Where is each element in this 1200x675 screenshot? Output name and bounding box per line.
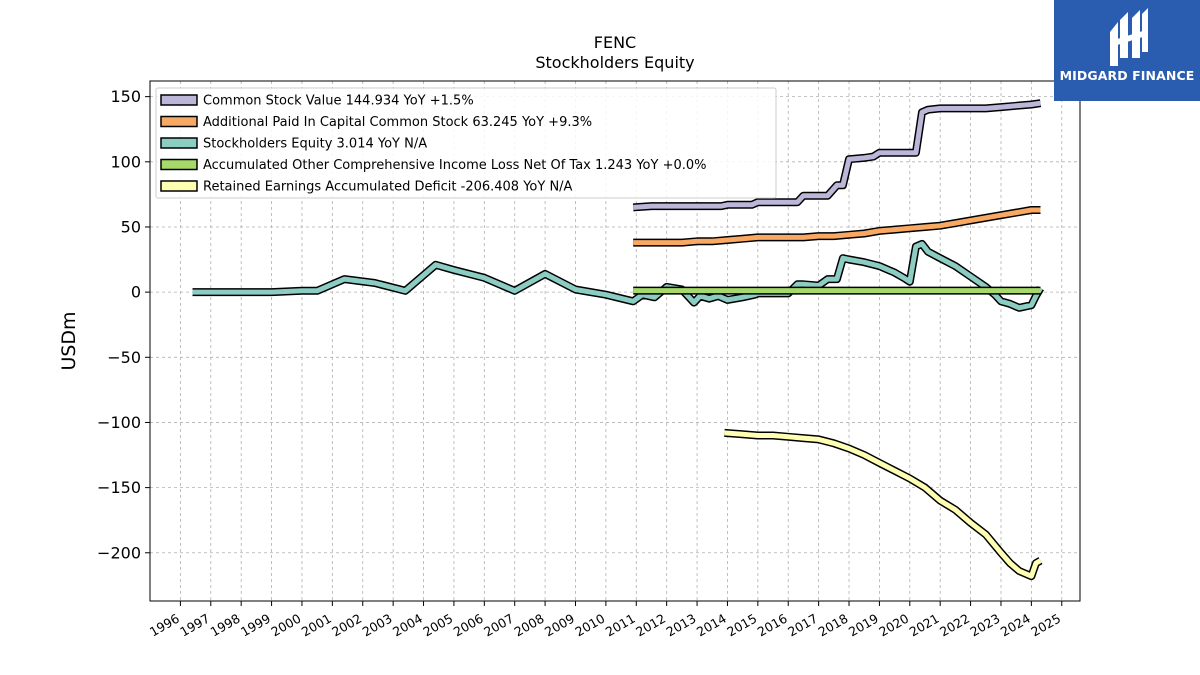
y-tick-label: −200	[97, 543, 141, 562]
x-tick-label: 2012	[633, 611, 668, 640]
midgard-finance-logo: MIDGARD FINANCE	[1054, 0, 1200, 101]
x-tick-label: 2018	[815, 611, 850, 640]
x-tick-label: 2004	[390, 611, 425, 640]
x-tick-label: 2013	[664, 611, 699, 640]
x-tick-label: 1999	[238, 611, 273, 640]
x-tick-label: 2000	[268, 611, 303, 640]
x-tick-label: 1996	[147, 611, 182, 640]
chart-title: FENC	[594, 33, 636, 52]
logo-mark-icon	[1110, 8, 1148, 66]
x-tick-label: 2024	[998, 611, 1033, 640]
y-tick-label: 150	[110, 87, 141, 106]
x-axis-ticks: 1996199719981999200020012002200320042005…	[147, 601, 1063, 640]
x-tick-label: 2002	[329, 611, 364, 640]
legend-entry: Retained Earnings Accumulated Deficit -2…	[203, 180, 573, 195]
x-tick-label: 2003	[360, 611, 395, 640]
series-line-1	[632, 99, 1042, 212]
series-line-2	[633, 206, 1041, 247]
x-tick-label: 2017	[785, 611, 820, 640]
series-line-5	[724, 428, 1043, 581]
legend-entry: Common Stock Value 144.934 YoY +1.5%	[203, 94, 474, 109]
x-tick-label: 2009	[542, 611, 577, 640]
y-tick-label: −100	[97, 413, 141, 432]
legend-swatch	[160, 180, 198, 192]
legend-entry: Additional Paid In Capital Common Stock …	[203, 115, 592, 130]
x-tick-label: 2014	[694, 611, 729, 640]
x-tick-label: 2005	[420, 611, 455, 640]
plot-area-frame	[149, 80, 1081, 602]
logo-text: MIDGARD FINANCE	[1059, 68, 1195, 83]
x-tick-label: 1998	[208, 611, 243, 640]
x-tick-label: 2023	[967, 611, 1002, 640]
legend: Common Stock Value 144.934 YoY +1.5% Addi…	[155, 87, 777, 199]
y-tick-label: 50	[121, 217, 141, 236]
x-tick-label: 2020	[876, 611, 911, 640]
x-tick-label: 2025	[1028, 611, 1063, 640]
x-tick-label: 2022	[937, 611, 972, 640]
series-layer	[192, 99, 1044, 581]
y-axis-label: USDm	[58, 311, 80, 370]
y-tick-label: −150	[97, 478, 141, 497]
x-tick-label: 2008	[512, 611, 547, 640]
x-tick-label: 2006	[451, 611, 486, 640]
x-tick-label: 1997	[177, 611, 212, 640]
x-tick-label: 2010	[572, 611, 607, 640]
legend-swatch	[160, 158, 198, 171]
y-tick-label: 100	[110, 152, 141, 171]
x-tick-label: 2001	[299, 611, 334, 640]
legend-swatch	[160, 94, 198, 106]
chart-subtitle: Stockholders Equity	[535, 53, 694, 72]
y-tick-label: 0	[131, 283, 141, 302]
legend-box	[155, 87, 777, 199]
legend-swatch	[160, 115, 198, 128]
series-line-3	[192, 239, 1044, 312]
x-tick-label: 2016	[755, 611, 790, 640]
y-tick-label: −50	[107, 348, 141, 367]
x-tick-label: 2019	[846, 611, 881, 640]
x-tick-label: 2011	[603, 611, 638, 640]
y-axis-ticks: 150 100 50 0 −50 −100 −150 −200	[97, 87, 150, 562]
x-tick-label: 2021	[907, 611, 942, 640]
legend-swatch	[160, 137, 198, 149]
legend-entry: Accumulated Other Comprehensive Income L…	[203, 158, 707, 173]
legend-entry: Stockholders Equity 3.014 YoY N/A	[203, 137, 427, 152]
x-tick-label: 2015	[724, 611, 759, 640]
x-tick-label: 2007	[481, 611, 516, 640]
